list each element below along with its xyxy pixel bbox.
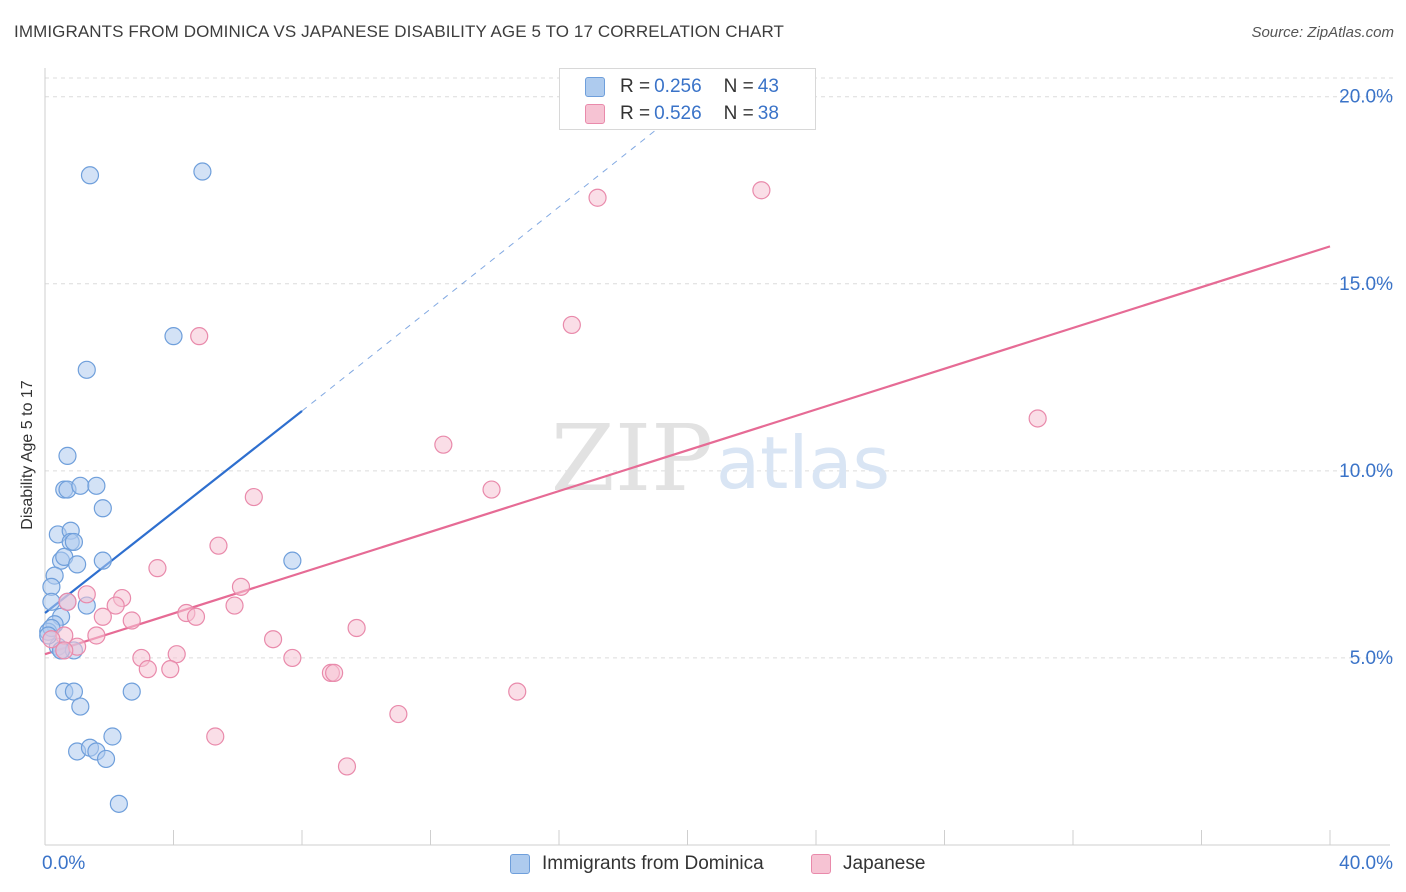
point-dominica <box>71 476 90 495</box>
point-japanese <box>122 611 141 630</box>
point-japanese <box>206 727 225 746</box>
y-tick-label: 15.0% <box>1339 274 1393 295</box>
point-dominica <box>164 327 183 346</box>
legend-r-label: R = <box>620 76 651 97</box>
stats-legend: R = 0.256 N = 43 R = 0.526 N = 38 <box>559 68 816 130</box>
point-japanese <box>42 630 61 649</box>
point-japanese <box>588 188 607 207</box>
point-japanese <box>337 757 357 776</box>
grid-lines <box>45 77 1395 659</box>
point-dominica <box>68 555 87 574</box>
point-japanese <box>167 645 186 664</box>
point-japanese <box>186 607 206 626</box>
x-tick-label-max: 40.0% <box>1339 853 1393 874</box>
point-japanese <box>347 618 366 638</box>
point-japanese <box>562 315 581 335</box>
point-japanese <box>434 435 453 454</box>
point-dominica <box>109 794 128 813</box>
point-japanese <box>138 660 157 679</box>
point-dominica <box>58 446 77 465</box>
legend-r-value: 0.526 <box>654 103 702 124</box>
point-japanese <box>508 682 527 701</box>
legend-n-value: 43 <box>757 76 779 97</box>
point-dominica <box>283 551 302 570</box>
legend-row-dominica: R = 0.256 N = 43 <box>585 75 779 99</box>
point-dominica <box>80 166 100 185</box>
point-japanese <box>161 660 180 679</box>
point-japanese <box>225 596 244 615</box>
legend-swatch-blue <box>585 77 605 97</box>
watermark-atlas: atlas <box>716 421 890 505</box>
bottom-legend-swatch-pink <box>811 854 831 874</box>
bottom-legend-label: Immigrants from Dominica <box>542 853 764 874</box>
point-dominica <box>96 749 116 769</box>
point-dominica <box>93 499 112 518</box>
point-dominica <box>103 727 122 746</box>
legend-n-label: N = <box>723 76 754 97</box>
trendline-dominica-extension <box>301 129 656 412</box>
point-dominica <box>64 532 84 552</box>
point-dominica <box>93 551 112 570</box>
point-japanese <box>190 327 209 346</box>
legend-n-value: 38 <box>757 103 779 124</box>
point-dominica <box>122 682 141 701</box>
point-dominica <box>193 162 212 181</box>
y-tick-label: 10.0% <box>1339 461 1393 482</box>
x-tick-label-min: 0.0% <box>42 853 85 874</box>
bottom-legend-swatch-blue <box>510 854 530 874</box>
bottom-legend-japanese: Japanese <box>811 852 925 876</box>
point-japanese <box>263 630 283 649</box>
point-japanese <box>93 607 112 626</box>
bottom-legend-label: Japanese <box>843 853 926 874</box>
trendline-dominica <box>44 410 303 614</box>
point-japanese <box>209 536 228 555</box>
watermark-zip: ZIP <box>551 405 713 512</box>
y-tick-label: 20.0% <box>1339 87 1393 108</box>
data-points <box>39 162 1047 813</box>
trend-lines <box>44 129 1331 656</box>
point-dominica <box>71 697 90 716</box>
point-dominica <box>64 682 84 701</box>
axes <box>44 68 1390 846</box>
bottom-legend-dominica: Immigrants from Dominica <box>510 852 764 876</box>
point-dominica <box>77 360 96 379</box>
point-japanese <box>283 648 302 668</box>
point-japanese <box>244 487 263 507</box>
point-japanese <box>1028 409 1047 428</box>
point-japanese <box>55 641 74 660</box>
point-japanese <box>389 704 408 724</box>
tick-labels: 5.0% 10.0% 15.0% 20.0% 0.0% 40.0% <box>42 87 1393 874</box>
legend-swatch-pink <box>585 104 605 124</box>
point-japanese <box>106 596 125 615</box>
point-dominica <box>42 592 61 611</box>
y-tick-label: 5.0% <box>1350 648 1393 669</box>
watermark: ZIP atlas <box>551 405 890 512</box>
point-japanese <box>231 577 251 596</box>
legend-n-label: N = <box>723 103 754 124</box>
chart-title: IMMIGRANTS FROM DOMINICA VS JAPANESE DIS… <box>14 22 785 41</box>
point-japanese <box>752 181 771 200</box>
point-japanese <box>482 480 501 499</box>
trendline-japanese <box>44 245 1331 656</box>
point-japanese <box>148 559 167 578</box>
point-japanese <box>325 663 344 682</box>
legend-r-value: 0.256 <box>654 76 702 97</box>
point-japanese <box>87 626 106 645</box>
point-dominica <box>87 476 106 495</box>
point-japanese <box>58 592 77 611</box>
point-japanese <box>77 585 96 604</box>
source-label: Source: ZipAtlas.com <box>1251 24 1394 41</box>
legend-r-label: R = <box>620 103 651 124</box>
legend-row-japanese: R = 0.526 N = 38 <box>585 102 779 126</box>
